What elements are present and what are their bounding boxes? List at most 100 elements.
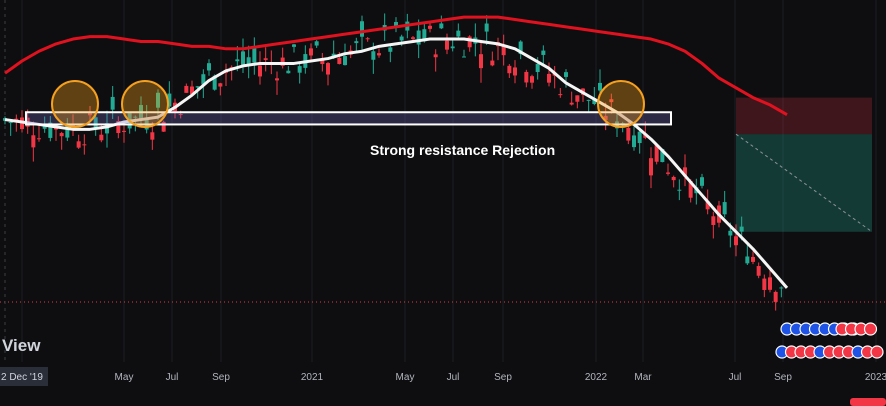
candle-body (660, 148, 665, 163)
candle-body (705, 201, 710, 210)
candle-body (603, 115, 608, 120)
candle-body (490, 60, 495, 66)
first-date-box (0, 367, 48, 386)
candle-body (133, 116, 138, 118)
candle-body (388, 47, 393, 52)
candle-body (365, 38, 370, 40)
candle-body (547, 73, 551, 83)
x-tick-label: Mar (634, 372, 652, 383)
candle-body (450, 46, 455, 49)
candle-body (751, 256, 755, 262)
x-tick-label: May (396, 372, 415, 383)
candle-body (609, 99, 614, 103)
candle-body (292, 44, 296, 47)
candle-body (246, 57, 251, 65)
candle-body (280, 57, 285, 66)
candle-body (541, 50, 546, 55)
x-tick-label: Jul (447, 372, 460, 383)
candle-body (161, 121, 166, 132)
candle-body (14, 118, 19, 121)
candle-body (422, 29, 427, 42)
candle-body (8, 121, 13, 124)
candle-body (110, 96, 115, 110)
candle-body (218, 83, 223, 87)
candle-body (779, 287, 784, 289)
watermark-text: View (2, 336, 41, 355)
candle-body (507, 65, 512, 74)
candle-body (42, 126, 47, 129)
candle-body (524, 71, 529, 83)
candle-body (207, 63, 211, 71)
candle-body (309, 48, 313, 56)
candle-body (637, 131, 642, 144)
candle-body (201, 74, 206, 85)
annotation-text: Strong resistance Rejection (370, 142, 555, 158)
candle-body (297, 66, 302, 73)
x-tick-label: Jul (166, 372, 179, 383)
candle-body (445, 40, 449, 50)
candle-body (683, 167, 687, 177)
candle-body (575, 95, 580, 102)
candle-body (212, 75, 217, 90)
candle-body (167, 93, 172, 107)
candle-body (654, 145, 659, 162)
x-tick-label: Jul (729, 372, 742, 383)
x-tick-label: Sep (774, 372, 792, 383)
candle-body (734, 236, 738, 246)
candle-body (48, 122, 53, 138)
candle-body (3, 118, 7, 121)
candle-body (677, 189, 682, 191)
rejection-circle (51, 80, 99, 128)
candle-body (377, 53, 381, 56)
candle-layer (3, 13, 784, 311)
candle-body (275, 78, 279, 81)
candle-body (728, 230, 733, 236)
candle-body (666, 172, 670, 174)
candle-body (558, 94, 563, 96)
candle-body (745, 256, 750, 264)
candle-body (195, 86, 200, 88)
candle-body (258, 65, 262, 77)
x-tick-label: 2021 (301, 372, 324, 383)
candle-body (671, 176, 676, 181)
candle-body (649, 158, 653, 176)
candle-body (762, 278, 767, 290)
candle-body (354, 41, 359, 44)
candle-body (65, 124, 70, 138)
x-tick-label: Sep (494, 372, 512, 383)
candle-body (513, 67, 517, 76)
candle-body (439, 23, 444, 29)
trade-layer (735, 97, 873, 233)
candle-body (722, 202, 727, 215)
candle-body (88, 112, 92, 116)
candle-body (773, 291, 778, 302)
x-axis: 2 Dec '19 May Jul Sep 2021 May Jul Sep 2022 Mar Ju… (0, 367, 886, 386)
candle-body (241, 51, 245, 67)
x-tick-label: 2 Dec '19 (1, 372, 43, 383)
candle-body (156, 92, 160, 108)
candle-body (76, 141, 81, 148)
candle-body (711, 216, 716, 225)
candle-body (343, 56, 347, 66)
x-tick-label: 2023 (865, 372, 886, 383)
candle-body (433, 54, 438, 58)
event-badge[interactable] (863, 322, 878, 336)
candle-body (99, 134, 104, 141)
candle-body (314, 41, 319, 46)
event-badge[interactable] (870, 345, 884, 359)
candle-body (484, 23, 489, 32)
candle-body (518, 41, 523, 55)
ma-layer (4, 15, 789, 289)
candle-body (252, 46, 257, 63)
candle-body (394, 22, 398, 28)
badge-layer (775, 322, 886, 406)
candle-body (456, 30, 461, 37)
candle-body (530, 76, 534, 83)
candle-body (569, 102, 574, 105)
ma-short-line (4, 37, 789, 289)
candle-body (190, 86, 194, 95)
candle-body (360, 21, 364, 37)
candle-body (756, 266, 761, 276)
candle-body (564, 72, 568, 77)
